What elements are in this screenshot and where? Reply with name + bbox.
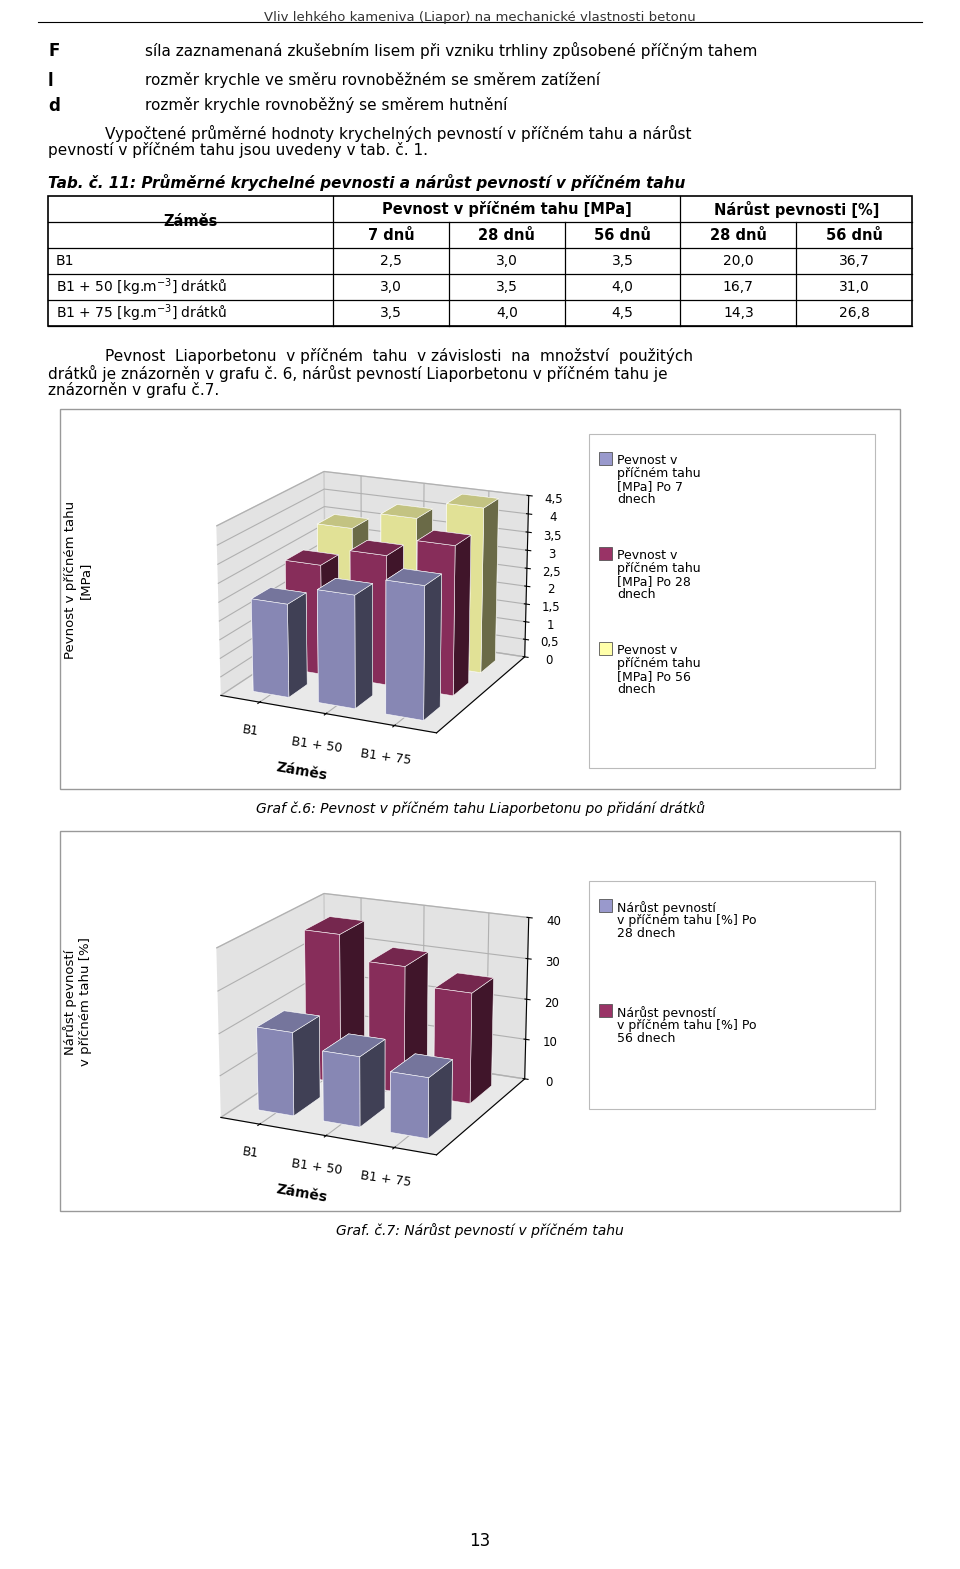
Text: v příčném tahu [%] Po: v příčném tahu [%] Po (617, 1018, 756, 1032)
Text: Nárůst pevností
v příčném tahu [%]: Nárůst pevností v příčném tahu [%] (63, 938, 92, 1067)
Text: 16,7: 16,7 (723, 279, 754, 293)
Text: Pevnost v: Pevnost v (617, 643, 678, 657)
Text: Tab. č. 11: Průměrné krychelné pevnosti a nárůst pevností v příčném tahu: Tab. č. 11: Průměrné krychelné pevnosti … (48, 174, 685, 191)
Bar (60, 410, 900, 789)
Bar (599, 548, 612, 560)
Text: Nárůst pevností: Nárůst pevností (617, 1006, 716, 1020)
Text: 3,0: 3,0 (496, 254, 517, 268)
Text: 7 dnů: 7 dnů (368, 228, 415, 243)
Text: dnech: dnech (617, 683, 656, 697)
Bar (599, 452, 612, 464)
Text: dnech: dnech (617, 588, 656, 601)
Text: [MPa] Po 28: [MPa] Po 28 (617, 574, 691, 588)
Text: 20,0: 20,0 (723, 254, 754, 268)
Text: Pevnost v příčném tahu [MPa]: Pevnost v příčném tahu [MPa] (382, 201, 632, 217)
Text: 2,5: 2,5 (380, 254, 402, 268)
Text: Graf č.6: Pevnost v příčném tahu Liaporbetonu po přidání drátků: Graf č.6: Pevnost v příčném tahu Liaporb… (255, 802, 705, 816)
Text: 3,5: 3,5 (496, 279, 517, 293)
Text: znázorněn v grafu č.7.: znázorněn v grafu č.7. (48, 381, 219, 399)
Text: 3,5: 3,5 (612, 254, 634, 268)
Text: 56 dnů: 56 dnů (594, 228, 651, 243)
Bar (599, 642, 612, 654)
Text: Graf. č.7: Nárůst pevností v příčném tahu: Graf. č.7: Nárůst pevností v příčném tah… (336, 1222, 624, 1238)
Text: Záměs: Záměs (163, 215, 218, 229)
Text: 3,5: 3,5 (380, 306, 402, 320)
Text: Pevnost v příčném tahu
[MPa]: Pevnost v příčném tahu [MPa] (64, 501, 92, 659)
Text: drátků je znázorněn v grafu č. 6, nárůst pevností Liaporbetonu v příčném tahu je: drátků je znázorněn v grafu č. 6, nárůst… (48, 366, 667, 381)
Text: d: d (48, 97, 60, 115)
Bar (599, 1004, 612, 1017)
Text: Pevnost v: Pevnost v (617, 453, 678, 468)
Text: 31,0: 31,0 (839, 279, 870, 293)
Text: Vliv lehkého kameniva (Liapor) na mechanické vlastnosti betonu: Vliv lehkého kameniva (Liapor) na mechan… (264, 11, 696, 24)
Text: 28 dnech: 28 dnech (617, 927, 676, 940)
Text: 3,0: 3,0 (380, 279, 402, 293)
Text: příčném tahu: příčném tahu (617, 562, 701, 574)
Text: F: F (48, 42, 60, 60)
Text: síla zaznamenaná zkušebním lisem při vzniku trhliny způsobené příčným tahem: síla zaznamenaná zkušebním lisem při vzn… (145, 42, 757, 60)
Text: 28 dnů: 28 dnů (478, 228, 536, 243)
Text: 4,5: 4,5 (612, 306, 634, 320)
Text: v příčném tahu [%] Po: v příčném tahu [%] Po (617, 915, 756, 927)
Text: [MPa] Po 56: [MPa] Po 56 (617, 670, 691, 683)
Bar (48, 196, 912, 326)
Text: l: l (48, 72, 54, 89)
Text: pevností v příčném tahu jsou uvedeny v tab. č. 1.: pevností v příčném tahu jsou uvedeny v t… (48, 143, 428, 158)
Text: B1 + 50 [kg.m$^{-3}$] drátků: B1 + 50 [kg.m$^{-3}$] drátků (56, 276, 227, 298)
Bar (589, 882, 875, 1109)
Text: 4,0: 4,0 (612, 279, 634, 293)
Text: 56 dnech: 56 dnech (617, 1032, 676, 1045)
Text: 26,8: 26,8 (839, 306, 870, 320)
X-axis label: Záměs: Záměs (275, 1183, 328, 1205)
Text: Nárůst pevnosti [%]: Nárůst pevnosti [%] (713, 201, 879, 218)
Text: 56 dnů: 56 dnů (826, 228, 882, 243)
Text: Nárůst pevností: Nárůst pevností (617, 901, 716, 915)
Text: příčném tahu: příčném tahu (617, 468, 701, 480)
Text: 14,3: 14,3 (723, 306, 754, 320)
Text: rozměr krychle rovnoběžný se směrem hutnění: rozměr krychle rovnoběžný se směrem hutn… (145, 97, 508, 113)
Text: B1 + 75 [kg.m$^{-3}$] drátků: B1 + 75 [kg.m$^{-3}$] drátků (56, 303, 227, 323)
Text: [MPa] Po 7: [MPa] Po 7 (617, 480, 684, 493)
Text: 36,7: 36,7 (839, 254, 870, 268)
Text: 4,0: 4,0 (496, 306, 517, 320)
Text: 28 dnů: 28 dnů (709, 228, 767, 243)
Text: B1: B1 (56, 254, 75, 268)
Text: příčném tahu: příčném tahu (617, 657, 701, 670)
Text: rozměr krychle ve směru rovnoběžném se směrem zatížení: rozměr krychle ve směru rovnoběžném se s… (145, 72, 600, 88)
Bar (60, 832, 900, 1211)
Bar (599, 899, 612, 912)
Bar (589, 435, 875, 769)
Text: Pevnost  Liaporbetonu  v příčném  tahu  v závislosti  na  množství  použitých: Pevnost Liaporbetonu v příčném tahu v zá… (105, 348, 693, 364)
Text: dnech: dnech (617, 493, 656, 505)
X-axis label: Záměs: Záměs (275, 761, 328, 783)
Text: Pevnost v: Pevnost v (617, 549, 678, 562)
Text: Vypočtené průměrné hodnoty krychelných pevností v příčném tahu a nárůst: Vypočtené průměrné hodnoty krychelných p… (105, 126, 691, 143)
Text: 13: 13 (469, 1531, 491, 1550)
